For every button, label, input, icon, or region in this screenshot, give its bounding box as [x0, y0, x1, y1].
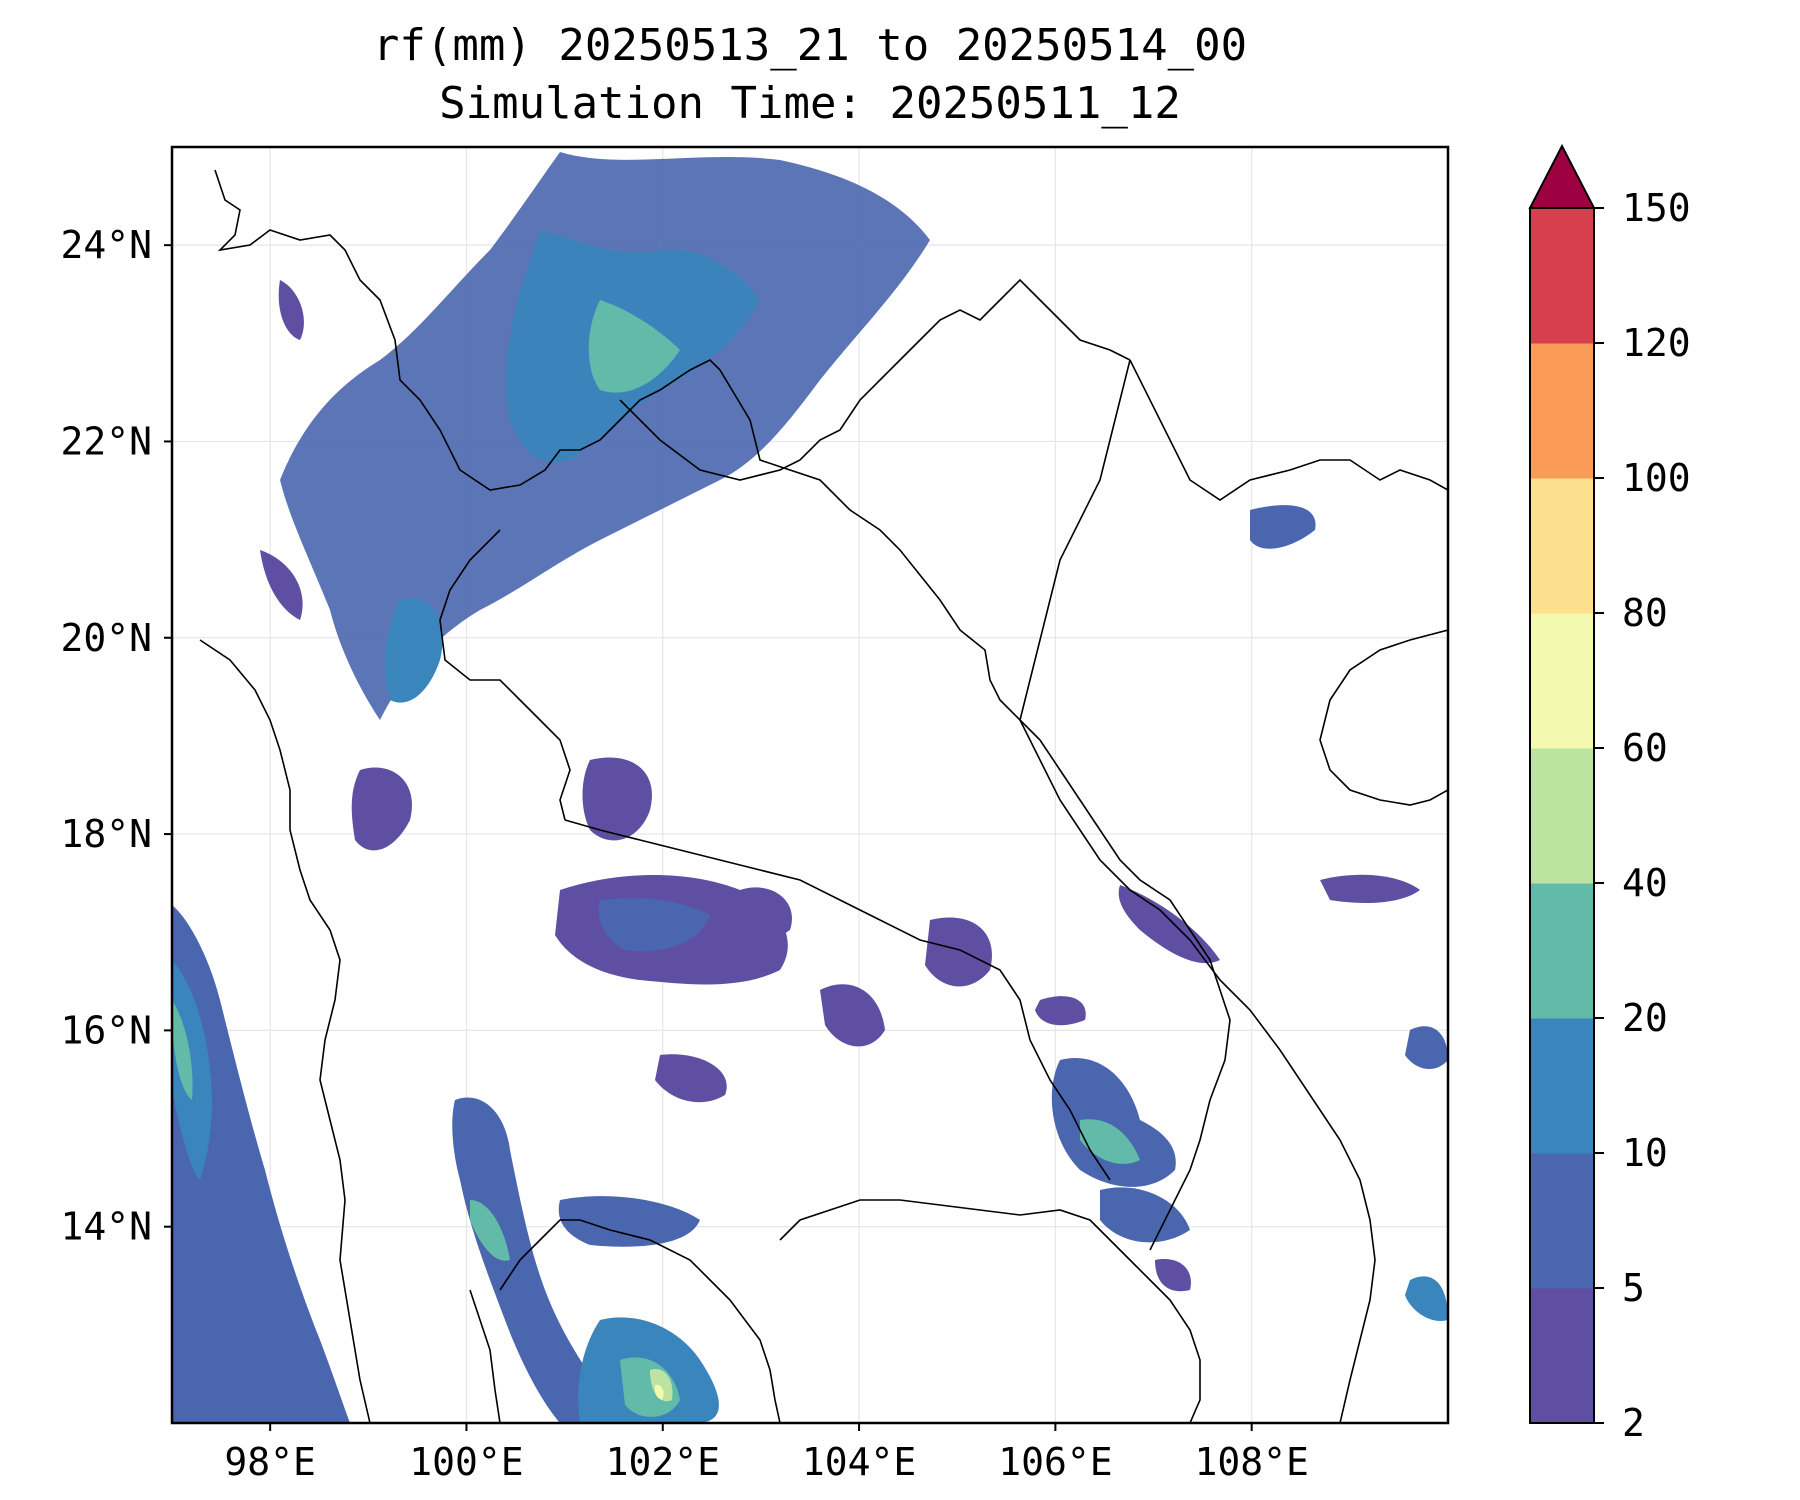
boundary-line: [214, 169, 721, 491]
precipitation-field: [172, 152, 1448, 1423]
colorbar-tick-label: 150: [1622, 186, 1691, 230]
colorbar-tick-label: 100: [1622, 456, 1691, 500]
rain-area: [598, 898, 710, 952]
rain-area: [588, 300, 680, 393]
boundary-line: [199, 639, 371, 1423]
rain-area: [654, 1384, 664, 1400]
colorbar-segment: [1530, 748, 1594, 884]
coastline: [1319, 629, 1448, 806]
latitude-axis: 24°N 22°N 20°N 18°N 16°N 14°N: [60, 223, 172, 1249]
colorbar-segment: [1530, 883, 1594, 1019]
rain-area: [470, 1200, 510, 1261]
lon-tick-label: 104°E: [802, 1440, 916, 1484]
rain-area: [1405, 1276, 1448, 1321]
rain-area: [1405, 1026, 1448, 1070]
colorbar-tick-label: 5: [1622, 1266, 1645, 1310]
colorbar-segment: [1530, 478, 1594, 614]
map-title-line1: rf(mm) 20250513_21 to 20250514_00: [372, 20, 1248, 71]
coastline: [779, 1199, 1201, 1423]
rain-area: [278, 280, 304, 340]
colorbar-segment: [1530, 1153, 1594, 1289]
country-boundaries: [199, 169, 1448, 1423]
lat-tick-label: 20°N: [60, 616, 152, 660]
coastline: [499, 1219, 781, 1423]
colorbar-tick-label: 120: [1622, 321, 1691, 365]
colorbar-tick-label: 2: [1622, 1401, 1645, 1445]
lon-tick-label: 106°E: [998, 1440, 1112, 1484]
colorbar-tick-label: 10: [1622, 1131, 1668, 1175]
lon-tick-label: 108°E: [1194, 1440, 1308, 1484]
rain-area: [820, 984, 885, 1047]
rain-area: [558, 1196, 700, 1247]
lat-tick-label: 14°N: [60, 1205, 152, 1249]
lat-tick-label: 22°N: [60, 419, 152, 463]
colorbar-segment: [1530, 1288, 1594, 1424]
boundary-line: [1039, 739, 1231, 1251]
boundary-line: [719, 369, 1041, 741]
colorbar-tick-label: 40: [1622, 861, 1668, 905]
coastline: [1019, 359, 1376, 1423]
boundary-line: [619, 278, 1131, 481]
rain-area: [1035, 996, 1086, 1026]
rain-area: [1118, 885, 1220, 964]
lat-tick-label: 18°N: [60, 812, 152, 856]
lon-tick-label: 98°E: [224, 1440, 316, 1484]
lat-tick-label: 24°N: [60, 223, 152, 267]
colorbar-tick-label: 80: [1622, 591, 1668, 635]
colorbar-segment: [1530, 343, 1594, 479]
rain-area: [1080, 1119, 1140, 1164]
rain-area: [1155, 1259, 1191, 1292]
rain-area: [655, 1054, 727, 1103]
rain-area: [384, 598, 443, 703]
coastline: [469, 1289, 501, 1423]
rain-area: [1100, 1187, 1190, 1243]
rain-area: [1250, 505, 1316, 549]
lat-tick-label: 16°N: [60, 1008, 152, 1052]
rain-area: [740, 887, 792, 938]
rain-area: [260, 550, 303, 620]
colorbar-extend-triangle: [1528, 143, 1596, 209]
lon-tick-label: 102°E: [606, 1440, 720, 1484]
rain-area: [1320, 874, 1420, 903]
colorbar-segment: [1530, 208, 1594, 344]
colorbar-tick-label: 60: [1622, 726, 1668, 770]
coastline: [1129, 359, 1448, 501]
rain-area: [351, 767, 412, 851]
map-title-line2: Simulation Time: 20250511_12: [439, 78, 1181, 129]
colorbar: 2 5 10 20 40 60 80 100 120 150: [1528, 143, 1691, 1445]
boundary-line: [564, 819, 1111, 1181]
boundary-line: [439, 529, 571, 821]
colorbar-tick-label: 20: [1622, 996, 1668, 1040]
rain-area: [925, 917, 992, 987]
colorbar-frame: [1529, 207, 1595, 1424]
rain-area: [582, 757, 652, 841]
rain-area: [172, 1000, 193, 1100]
colorbar-segment: [1530, 613, 1594, 749]
rain-area: [620, 1357, 680, 1417]
rain-area: [452, 1097, 618, 1423]
colorbar-segment: [1530, 1018, 1594, 1154]
rain-area: [172, 905, 350, 1423]
rain-area: [172, 960, 212, 1180]
map-frame: [170, 145, 1450, 1425]
longitude-axis: 98°E 100°E 102°E 104°E 106°E 108°E: [224, 1423, 1309, 1484]
rain-area: [1051, 1058, 1176, 1187]
lon-tick-label: 100°E: [409, 1440, 523, 1484]
